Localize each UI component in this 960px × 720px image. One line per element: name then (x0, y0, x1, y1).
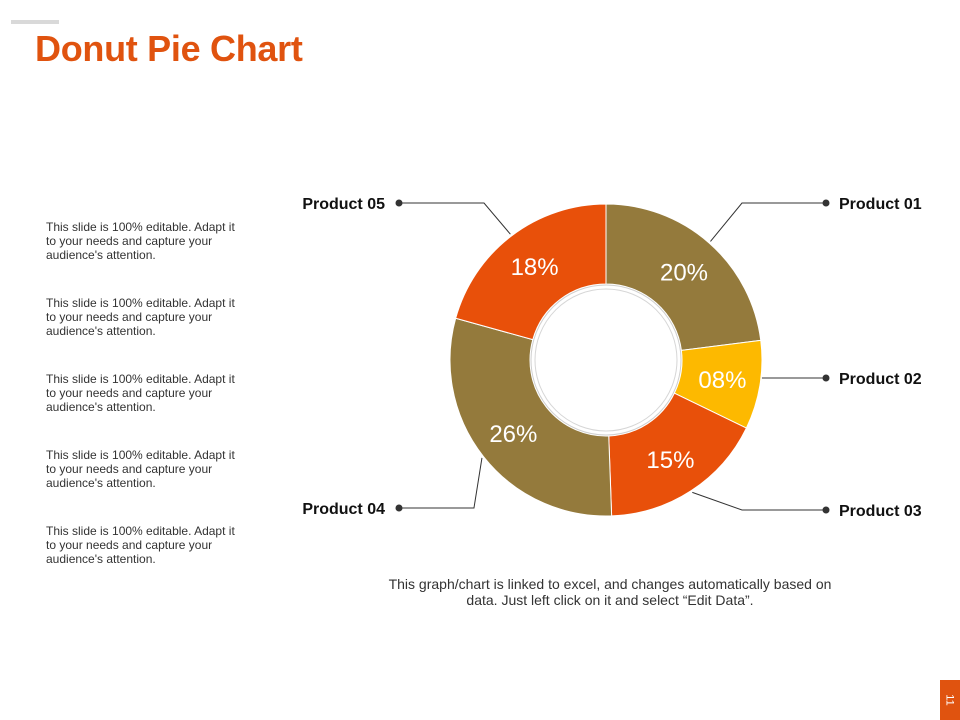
product-label-1: Product 01 (839, 196, 922, 213)
note-4: This slide is 100% editable. Adapt it to… (46, 448, 235, 490)
product-label-5: Product 05 (302, 196, 385, 213)
slice-value-label-3: 15% (646, 447, 694, 474)
donut-slice-1[interactable] (605, 203, 762, 351)
chart-caption: This graph/chart is linked to excel, and… (388, 576, 832, 608)
note-1: This slide is 100% editable. Adapt it to… (46, 220, 235, 262)
leader-dot-3 (822, 506, 830, 514)
donut-slice-4[interactable] (449, 317, 613, 517)
slice-value-label-1: 20% (660, 259, 708, 286)
leader-dot-2 (822, 374, 830, 382)
slide-title: Donut Pie Chart (35, 28, 303, 69)
slice-value-label-2: 08% (698, 367, 746, 394)
note-3: This slide is 100% editable. Adapt it to… (46, 372, 235, 414)
slice-value-label-4: 26% (489, 421, 537, 448)
product-label-3: Product 03 (839, 503, 922, 520)
leader-line-5 (399, 202, 511, 235)
leader-dot-5 (395, 199, 403, 207)
note-5: This slide is 100% editable. Adapt it to… (46, 524, 235, 566)
leader-line-1 (710, 202, 826, 242)
note-2: This slide is 100% editable. Adapt it to… (46, 296, 235, 338)
product-label-2: Product 02 (839, 371, 922, 388)
donut-inner-ring (534, 288, 678, 432)
leader-line-3 (692, 491, 826, 511)
leader-dot-1 (822, 199, 830, 207)
product-label-4: Product 04 (302, 501, 385, 518)
leader-dot-4 (395, 504, 403, 512)
page-number-badge: 11 (940, 680, 960, 720)
slice-value-label-5: 18% (511, 254, 559, 281)
donut-hole (530, 284, 682, 436)
title-accent-rule (11, 20, 59, 24)
leader-line-4 (399, 457, 483, 509)
donut-slice-5[interactable] (455, 203, 607, 341)
page-number: 11 (943, 694, 956, 706)
donut-slice-3[interactable] (608, 392, 748, 517)
